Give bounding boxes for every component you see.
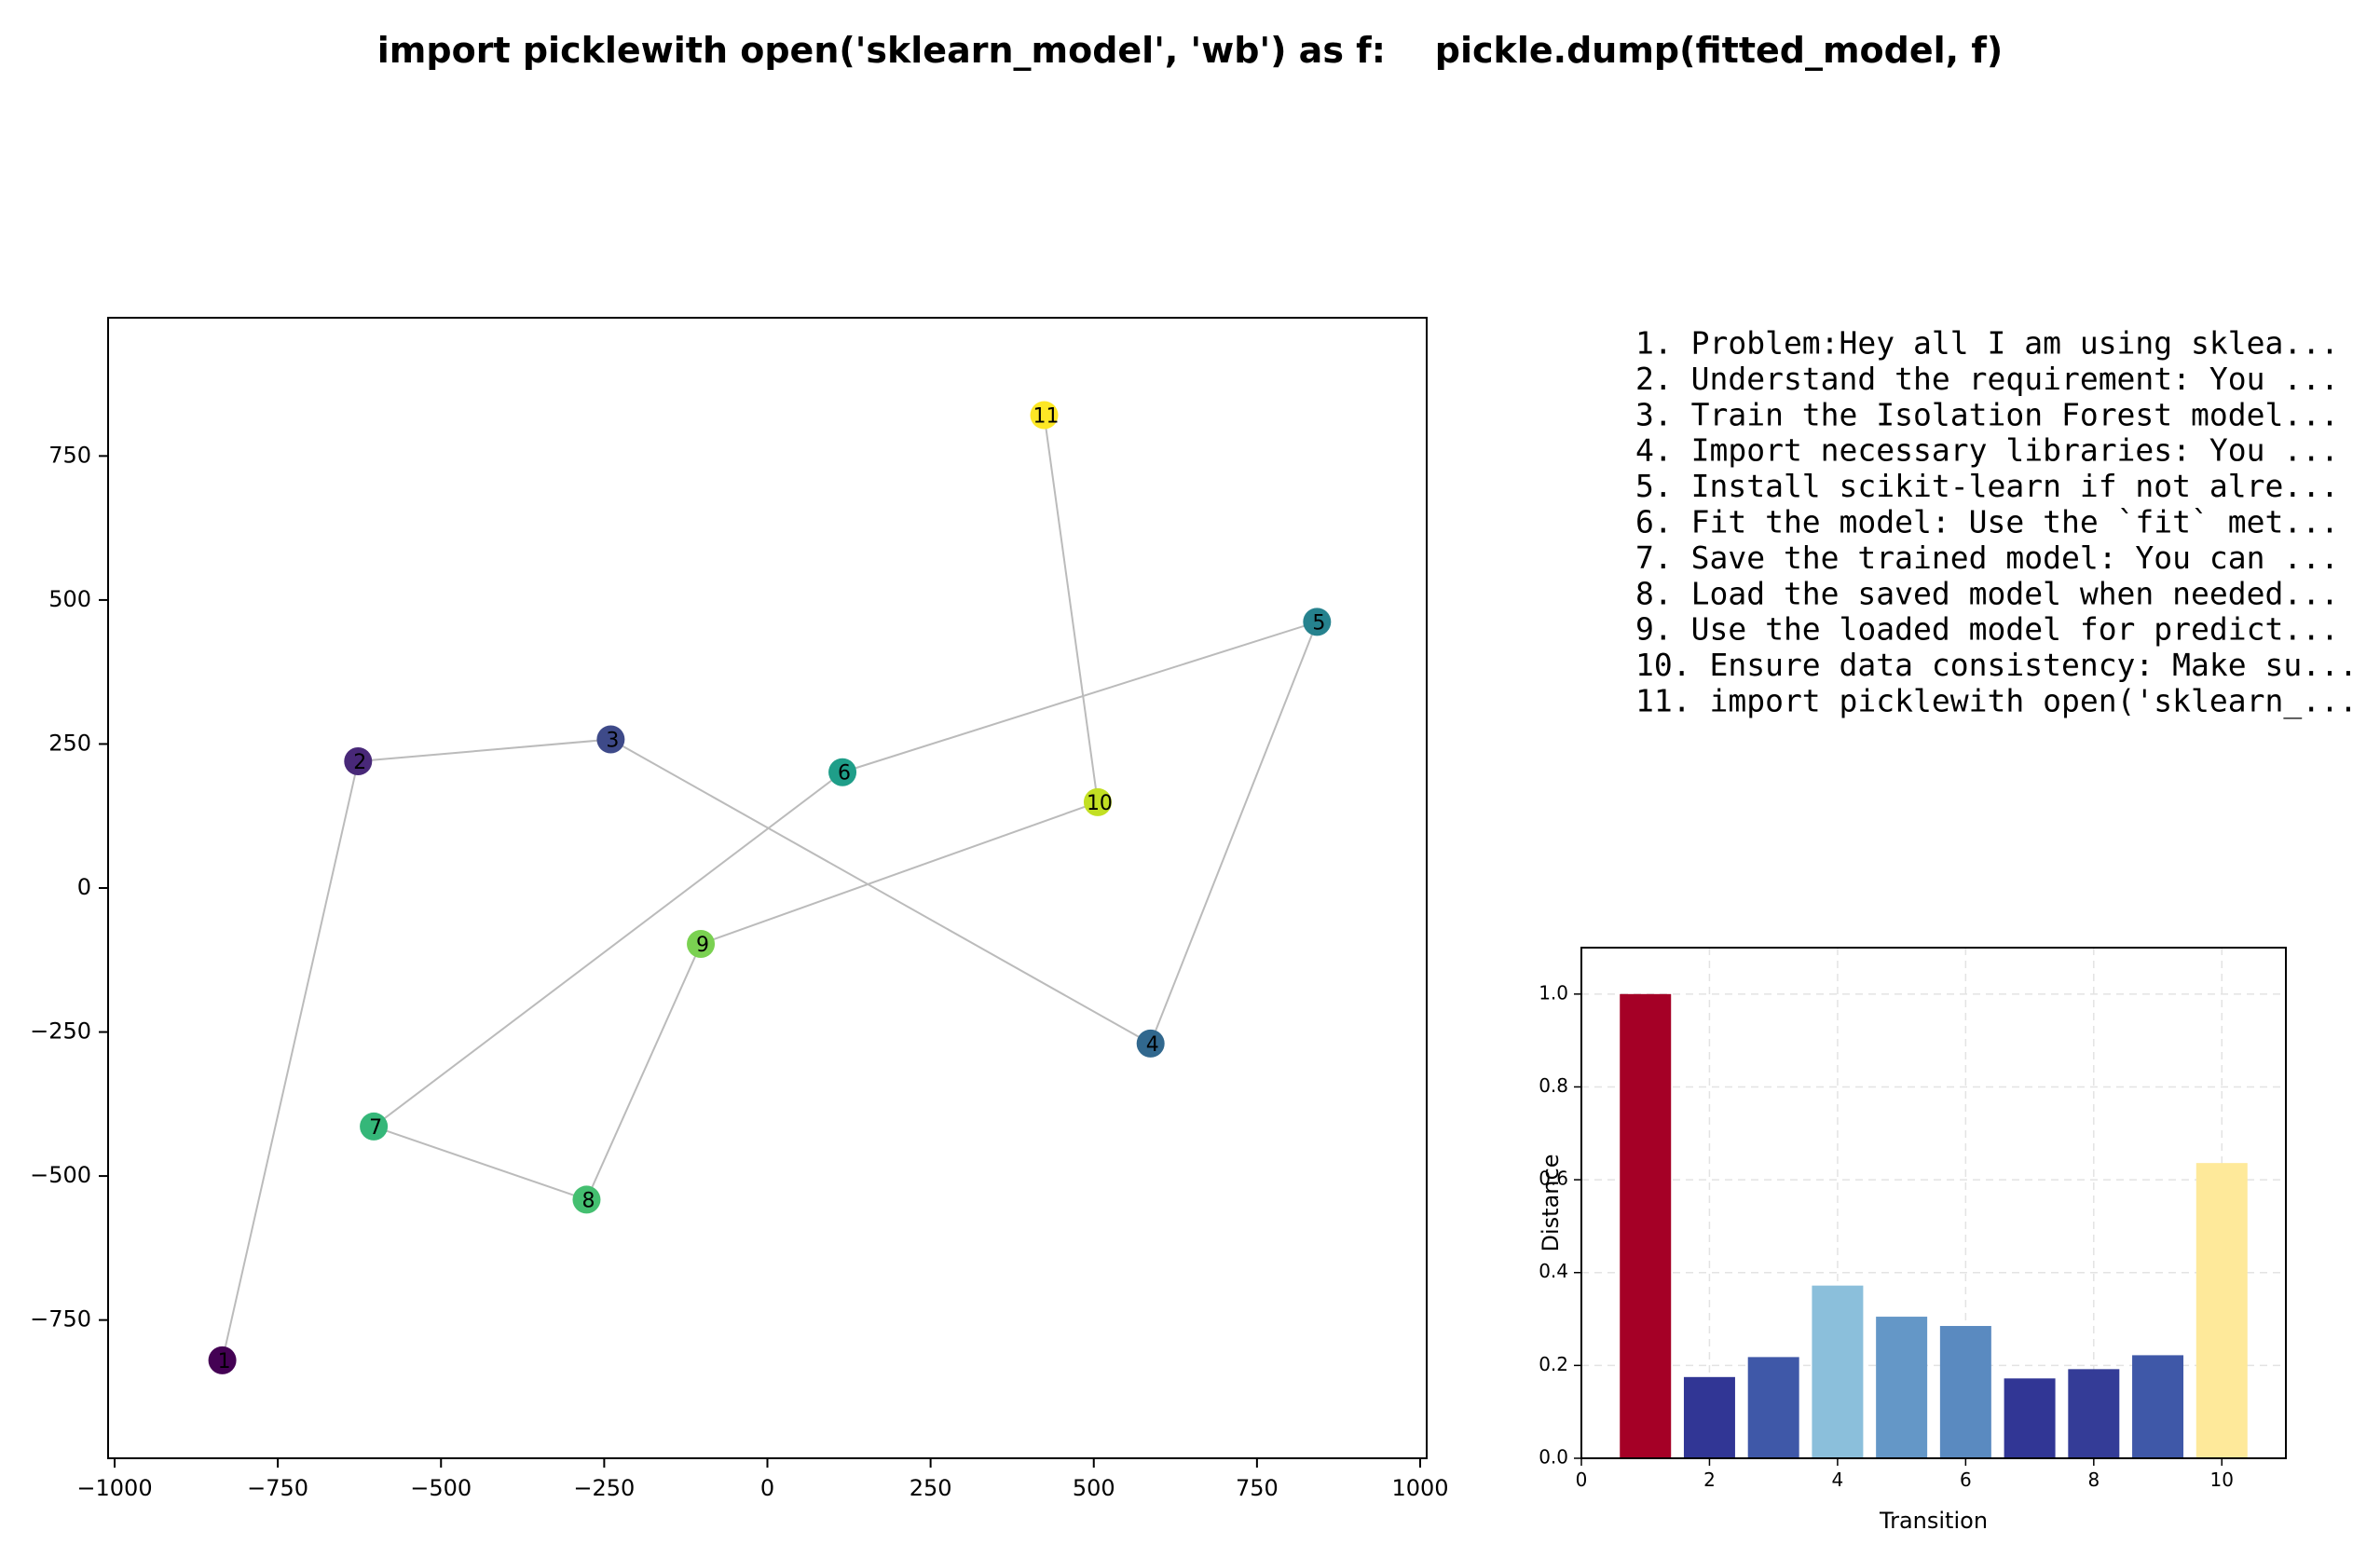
bar bbox=[1747, 1357, 1799, 1458]
step-item: 9. Use the loaded model for predict... bbox=[1635, 611, 2339, 648]
bar-x-tick-label: 8 bbox=[2087, 1469, 2100, 1491]
bar-x-tick-label: 0 bbox=[1576, 1469, 1588, 1491]
step-item: 10. Ensure data consistency: Make su... bbox=[1635, 647, 2358, 683]
y-tick-label: 0 bbox=[77, 874, 91, 900]
bar-x-tick-label: 10 bbox=[2210, 1469, 2234, 1491]
point-label: 11 bbox=[1033, 404, 1060, 428]
step-item: 5. Install scikit-learn if not alre... bbox=[1635, 468, 2339, 504]
scatter-panel: 1 2 3 4 5 6 7 8 9 10 11 −1000 −750 −500 −250 0 250 500 75… bbox=[30, 317, 1449, 1501]
bar-y-tick-label: 0.6 bbox=[1539, 1168, 1568, 1190]
bar-y-tick-label: 0.8 bbox=[1539, 1074, 1568, 1097]
bar-series bbox=[1620, 993, 2248, 1458]
bar bbox=[2004, 1378, 2056, 1458]
x-tick-label: 250 bbox=[910, 1475, 952, 1501]
bar-panel: 0 2 4 6 8 10 0.0 0.2 0.4 0.6 0.8 1.0 Transition Di… bbox=[1538, 947, 2287, 1534]
path-segment bbox=[221, 760, 360, 1361]
scatter-point bbox=[1136, 1029, 1165, 1058]
bar bbox=[1939, 1326, 1991, 1458]
point-label: 6 bbox=[838, 762, 851, 786]
bar bbox=[1620, 993, 1672, 1458]
step-item: 2. Understand the requirement: You ... bbox=[1635, 361, 2339, 397]
x-tick-label: 1000 bbox=[1391, 1475, 1448, 1501]
scatter-point bbox=[1030, 401, 1059, 430]
bar-y-ticks: 0.0 0.2 0.4 0.6 0.8 1.0 bbox=[1539, 981, 1581, 1469]
bar-x-tick-label: 6 bbox=[1960, 1469, 1972, 1491]
path-segment bbox=[841, 621, 1318, 773]
scatter-axes-frame bbox=[107, 317, 1428, 1459]
scatter-point bbox=[596, 725, 625, 754]
x-tick-label: 0 bbox=[760, 1475, 774, 1501]
x-tick-label: −250 bbox=[573, 1475, 635, 1501]
scatter-points bbox=[208, 401, 1332, 1374]
step-item: 3. Train the Isolation Forest model... bbox=[1635, 396, 2339, 432]
path-segment bbox=[585, 943, 702, 1200]
point-label: 5 bbox=[1312, 611, 1325, 635]
bar-y-tick-label: 0.0 bbox=[1539, 1446, 1568, 1469]
scatter-point bbox=[687, 929, 716, 958]
scatter-point bbox=[1083, 787, 1112, 816]
y-tick-label: 250 bbox=[48, 730, 91, 756]
bar bbox=[2132, 1355, 2184, 1458]
x-tick-label: 750 bbox=[1236, 1475, 1279, 1501]
scatter-point bbox=[344, 747, 373, 775]
point-label: 7 bbox=[369, 1116, 382, 1140]
scatter-point bbox=[360, 1112, 389, 1141]
step-item: 6. Fit the model: Use the `fit` met... bbox=[1635, 504, 2339, 540]
bar-y-axis-label: Distance bbox=[1538, 1155, 1564, 1252]
bar bbox=[2068, 1369, 2120, 1458]
scatter-x-ticks: −1000 −750 −500 −250 0 250 500 750 1000 bbox=[76, 1458, 1449, 1501]
y-tick-label: −250 bbox=[30, 1018, 91, 1045]
bar-axes-frame bbox=[1580, 947, 2287, 1459]
point-label: 3 bbox=[606, 730, 619, 753]
step-item: 1. Problem:Hey all I am using sklea... bbox=[1635, 325, 2339, 362]
point-label: 10 bbox=[1087, 792, 1113, 815]
y-tick-label: 500 bbox=[48, 586, 91, 612]
x-tick-label: −1000 bbox=[76, 1475, 152, 1501]
step-item: 8. Load the saved model when needed... bbox=[1635, 575, 2339, 611]
scatter-point bbox=[828, 758, 857, 786]
bar-y-tick-label: 0.4 bbox=[1539, 1260, 1568, 1282]
point-label: 8 bbox=[581, 1189, 595, 1212]
path-segment bbox=[373, 1125, 587, 1201]
bar-x-tick-label: 2 bbox=[1703, 1469, 1716, 1491]
steps-legend: 1. Problem:Hey all I am using sklea... 2… bbox=[1635, 325, 2358, 720]
x-tick-label: 500 bbox=[1073, 1475, 1115, 1501]
bar-x-axis-label: Transition bbox=[1879, 1508, 1988, 1534]
scatter-y-ticks: −750 −500 −250 0 250 500 750 bbox=[30, 442, 108, 1332]
path-segment bbox=[1149, 622, 1319, 1045]
bar-y-tick-label: 0.2 bbox=[1539, 1353, 1568, 1375]
bar-x-tick-label: 4 bbox=[1832, 1469, 1844, 1491]
x-tick-label: −500 bbox=[410, 1475, 472, 1501]
scatter-point bbox=[572, 1185, 601, 1214]
bar-y-tick-label: 1.0 bbox=[1539, 981, 1568, 1004]
path-segment bbox=[700, 800, 1099, 945]
step-item: 11. import picklewith open('sklearn_... bbox=[1635, 683, 2358, 720]
bar bbox=[1683, 1376, 1735, 1458]
step-item: 4. Import necessary libraries: You ... bbox=[1635, 432, 2339, 469]
bar bbox=[2195, 1163, 2248, 1458]
bar bbox=[1876, 1317, 1928, 1458]
bar bbox=[1812, 1285, 1864, 1458]
path-segment bbox=[373, 771, 843, 1127]
y-tick-label: −750 bbox=[30, 1306, 91, 1332]
point-label: 2 bbox=[353, 751, 366, 774]
scatter-point bbox=[208, 1346, 237, 1374]
path-segment bbox=[609, 738, 1152, 1045]
y-tick-label: 750 bbox=[48, 442, 91, 468]
figure-title: import picklewith open('sklearn_model', … bbox=[377, 30, 2003, 71]
path-segment bbox=[1043, 415, 1099, 803]
bar-x-ticks: 0 2 4 6 8 10 bbox=[1576, 1458, 2234, 1491]
x-tick-label: −750 bbox=[247, 1475, 308, 1501]
point-label: 9 bbox=[696, 934, 709, 957]
step-item: 7. Save the trained model: You can ... bbox=[1635, 540, 2339, 576]
point-label: 4 bbox=[1146, 1033, 1159, 1057]
scatter-point bbox=[1303, 608, 1332, 636]
path-segment bbox=[358, 738, 611, 762]
point-labels: 1 2 3 4 5 6 7 8 9 10 11 bbox=[218, 404, 1326, 1373]
point-label: 1 bbox=[218, 1350, 231, 1373]
path-lines bbox=[221, 415, 1319, 1361]
y-tick-label: −500 bbox=[30, 1162, 91, 1188]
